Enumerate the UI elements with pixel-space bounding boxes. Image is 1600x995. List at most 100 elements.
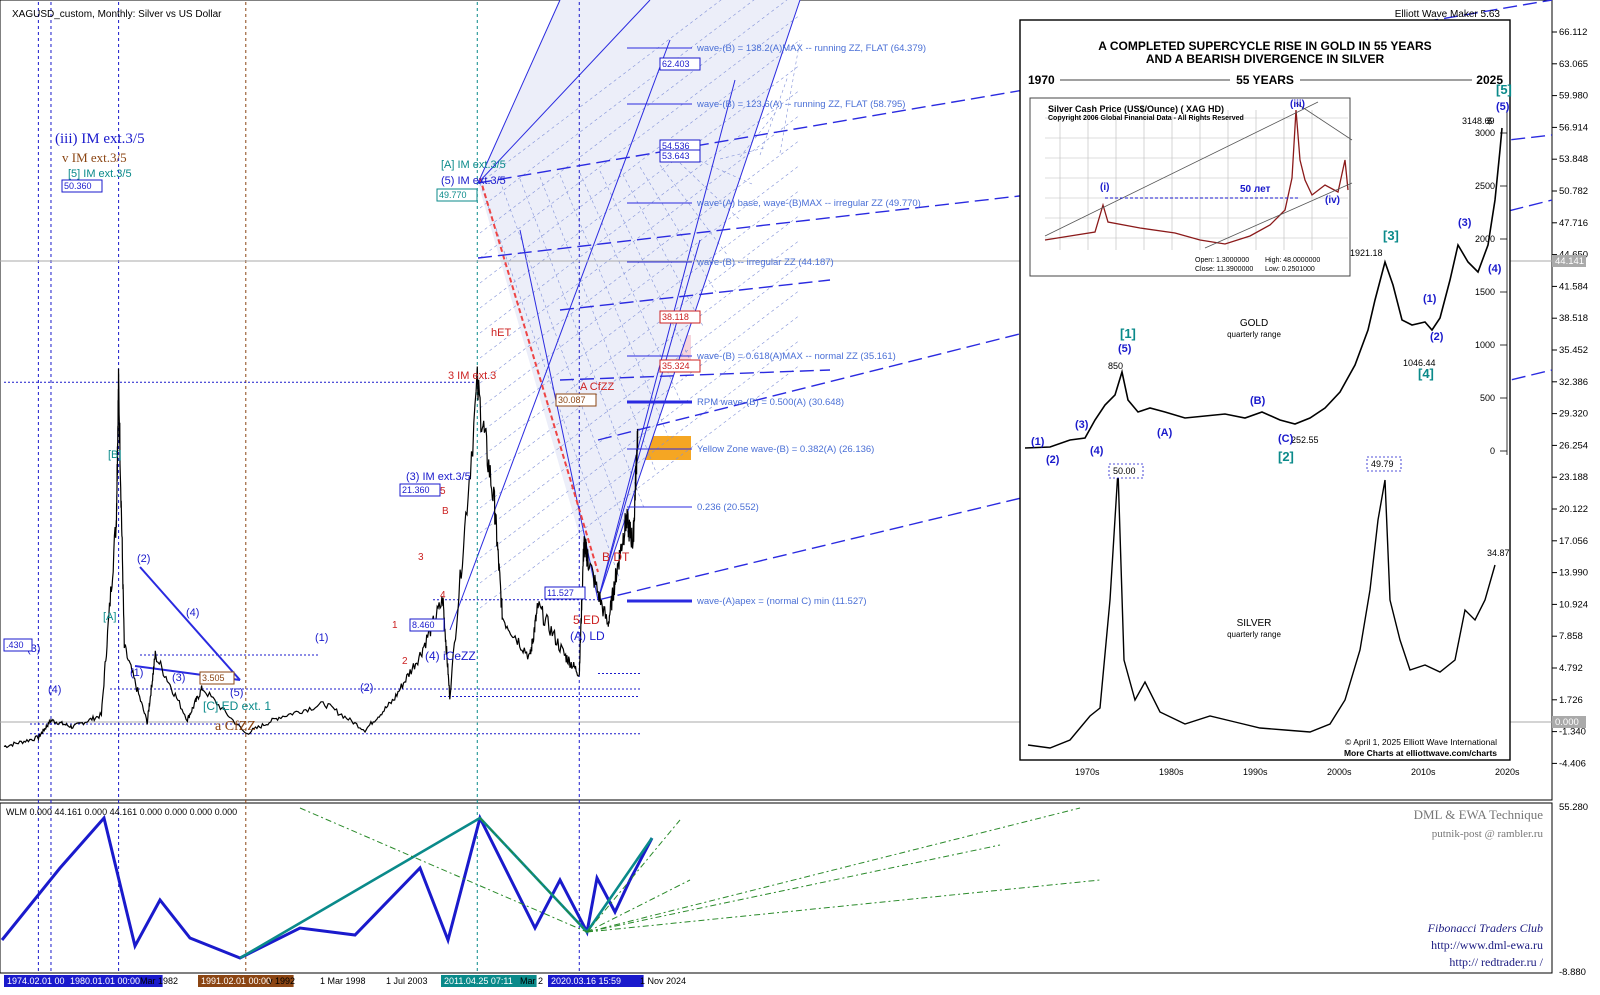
wave-label: [A] IM ext.3/5 xyxy=(441,159,506,171)
wave-label: (4) xyxy=(186,607,199,619)
triangle-line xyxy=(139,566,241,681)
wave-label: B DT xyxy=(602,550,630,564)
credit-site1: http://www.dml-ewa.ru xyxy=(1431,938,1543,952)
silver-value: 34.87 xyxy=(1487,548,1510,558)
price-box-label: 38.118 xyxy=(662,312,689,322)
x-tick-label: 2020.03.16 15:59 xyxy=(551,976,621,986)
fan-grid-line xyxy=(479,14,801,259)
sub-channel xyxy=(1295,102,1353,141)
inset-copyright: © April 1, 2025 Elliott Wave Internation… xyxy=(1345,737,1497,747)
decade-label: 1990s xyxy=(1243,767,1268,777)
silver-value: 49.79 xyxy=(1371,459,1394,469)
fan-grid-line xyxy=(479,164,801,409)
price-box-label: 21.360 xyxy=(402,485,430,495)
fan-grid-line xyxy=(499,180,633,545)
sub-close: Close: 11.3900000 xyxy=(1195,266,1253,273)
price-box-label: 35.324 xyxy=(662,361,690,371)
osc-ray xyxy=(586,879,691,933)
fib-level-label: wave-(A) base, wave-(B)MAX -- irregular … xyxy=(696,198,921,209)
fib-level-label: wave-(A)apex = (normal C) min (11.527) xyxy=(696,596,867,607)
fan-grid-line xyxy=(479,289,801,534)
x-tick-label: Mar 2 xyxy=(520,976,543,986)
wave-label: 5 xyxy=(440,486,446,497)
fan-grid-line xyxy=(479,339,801,584)
fan-line xyxy=(477,0,651,184)
zero-label: 0.000 xyxy=(1555,717,1579,728)
price-box-label: 8.460 xyxy=(412,620,435,630)
y-tick-label: 1.726 xyxy=(1559,695,1583,706)
fib-level-label: wave-(B) = 0.618(A)MAX -- normal ZZ (35.… xyxy=(696,351,896,362)
wave-label: (5) xyxy=(230,687,243,699)
gold-y-tick: 1000 xyxy=(1475,340,1495,350)
price-box-label: 11.527 xyxy=(547,588,574,598)
wave-label: (2) xyxy=(360,682,373,694)
y-tick-label: 41.584 xyxy=(1559,281,1588,292)
wave-labels: (iii) IM ext.3/5 v IM ext.3/5 [5] IM ext.3… xyxy=(27,131,630,734)
fan-grid-line xyxy=(519,178,645,509)
fan-grid-line xyxy=(479,0,722,184)
gold-wave-label: (1) xyxy=(1423,293,1437,305)
fan-grid-line xyxy=(479,39,801,284)
sub-open: Open: 1.3000000 xyxy=(1195,257,1249,264)
osc-wave xyxy=(0,813,654,960)
wave-label: 4 xyxy=(440,590,446,601)
x-tick-box xyxy=(4,975,83,987)
wave-label: 1 xyxy=(392,620,398,631)
inset-chart: A COMPLETED SUPERCYCLE RISE IN GOLD IN 5… xyxy=(1019,19,1520,777)
wave-label: (4) iCeZZ xyxy=(425,649,476,663)
fib-level-label: Yellow Zone wave-(B) = 0.382(A) (26.136) xyxy=(697,444,874,455)
price-box xyxy=(436,188,478,202)
fan-grid-line xyxy=(739,111,777,158)
price-boxes: 50.360 49.770 21.360 8.460 3.505 11.527 62.403… xyxy=(3,57,701,685)
fan-grid-line xyxy=(539,176,657,473)
y-tick-label: 47.716 xyxy=(1559,218,1588,229)
silver-value: 50.00 xyxy=(1113,466,1136,476)
x-tick-label: 1980.01.01 00:00 xyxy=(70,976,140,986)
wave-label: (2) xyxy=(137,553,150,565)
fib-levels: wave-(B) = 138.2(A)MAX -- running ZZ, FL… xyxy=(627,43,926,607)
price-box xyxy=(659,149,701,163)
wave-label: (5) IM ext.3/5 xyxy=(441,175,506,187)
silver-label: SILVER xyxy=(1237,618,1272,629)
gold-wave-label: (1) xyxy=(1031,436,1045,448)
price-box-label: .430 xyxy=(6,640,24,650)
silver-line xyxy=(1027,469,1496,749)
gold-wave-label: (4) xyxy=(1488,263,1502,275)
wave-label: a CfZZ xyxy=(215,719,256,734)
fib-level-label: wave-(B) = 138.2(A)MAX -- running ZZ, FL… xyxy=(696,43,926,54)
silver-value-box xyxy=(1108,463,1144,479)
gold-y-tick: 2000 xyxy=(1475,234,1495,244)
gold-value: 3148.69 xyxy=(1462,116,1495,126)
price-box xyxy=(659,57,701,71)
channel-line xyxy=(559,279,831,311)
sub-title: Silver Cash Price (US$/Ounce) ( XAG HD) xyxy=(1048,104,1224,114)
fan-grid-line xyxy=(559,174,669,437)
fan-grid-line xyxy=(679,162,741,221)
price-series[interactable] xyxy=(3,366,639,749)
fan-grid-line xyxy=(479,214,801,459)
x-tick-box xyxy=(548,975,644,987)
osc-title: WLM 0.000 44.161 0.000 44.161 0.000 0.00… xyxy=(6,807,237,817)
gold-wave-label: (2) xyxy=(1430,331,1444,343)
x-tick-label: 2011.04.25 07:11 xyxy=(444,976,513,986)
price-box-label: 30.087 xyxy=(558,395,586,405)
inset-more: More Charts at elliottwave.com/charts xyxy=(1344,748,1497,758)
fan-grid-line xyxy=(479,264,801,509)
gold-y-tick: 0 xyxy=(1490,446,1495,456)
wave-label: A CfZZ xyxy=(580,381,615,393)
fan-grid-line xyxy=(479,0,755,209)
price-box-label: 53.643 xyxy=(662,151,690,161)
current-price-label: 44.141 xyxy=(1555,256,1584,267)
wave-label: hET xyxy=(491,327,511,339)
fan-line xyxy=(449,39,671,631)
y-tick-label: 38.518 xyxy=(1559,313,1588,324)
y-tick-label: 23.188 xyxy=(1559,472,1588,483)
fan-line xyxy=(597,79,736,601)
gold-value: 1921.18 xyxy=(1350,248,1383,258)
price-box-label: 54.536 xyxy=(662,141,690,151)
fan-grid-line xyxy=(479,239,801,484)
wave-label: (3) xyxy=(172,672,185,684)
price-box xyxy=(61,179,103,193)
sub-fifty: 50 лет xyxy=(1240,184,1271,195)
